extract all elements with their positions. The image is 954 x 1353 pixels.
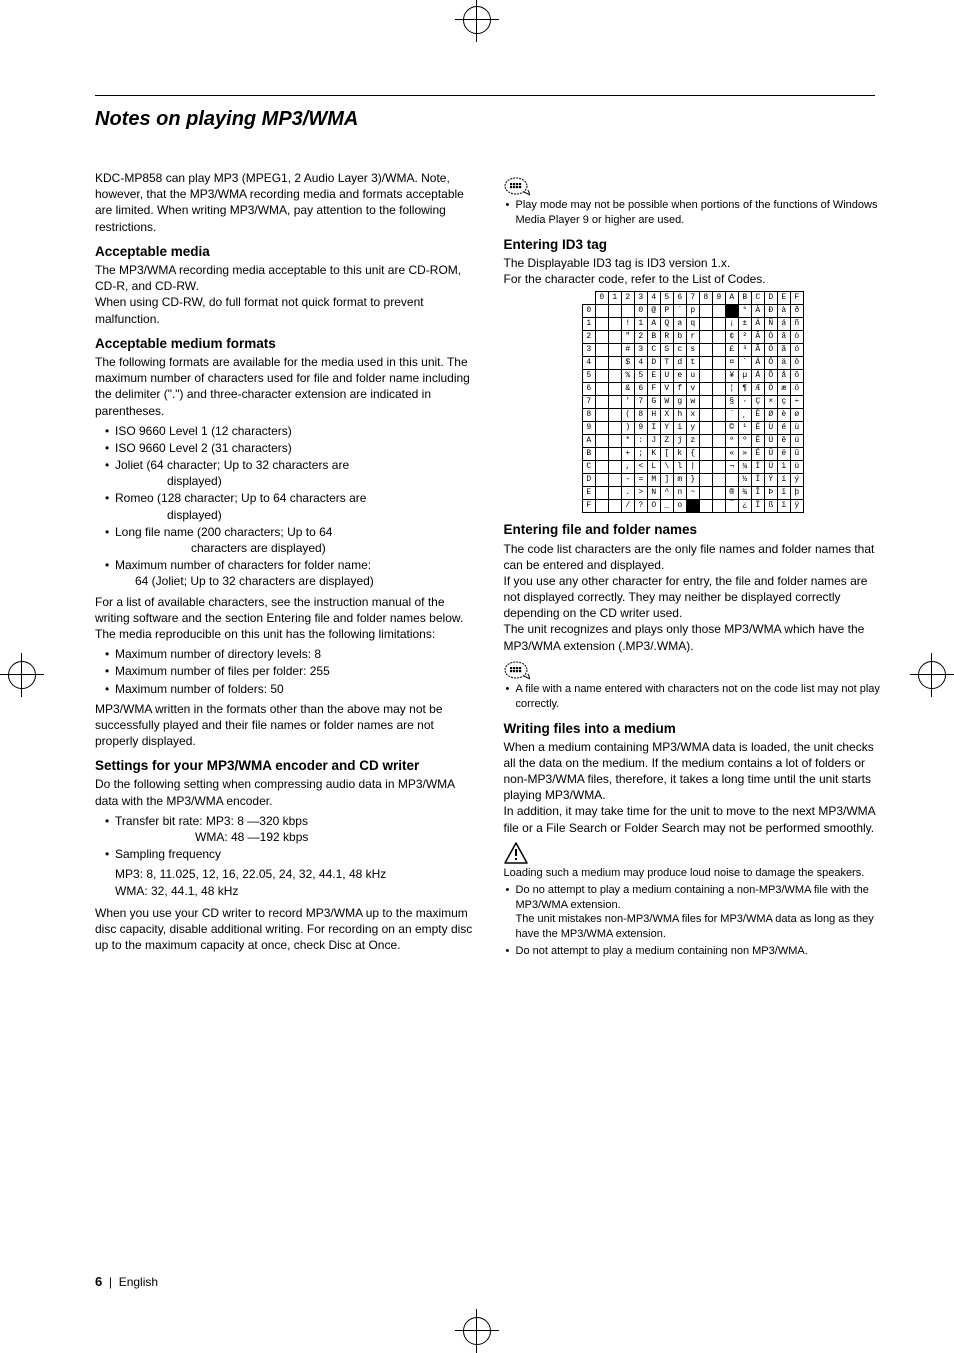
list-item: Maximum number of directory levels: 8	[95, 646, 474, 662]
footer-separator: |	[106, 1275, 119, 1289]
sampling-freq-wma: WMA: 32, 44.1, 48 kHz	[115, 883, 474, 899]
warning-item: Do not attempt to play a medium containi…	[504, 944, 883, 959]
note-list: Play mode may not be possible when porti…	[504, 198, 883, 228]
file-names-paragraph: The code list characters are the only fi…	[504, 541, 883, 654]
list-item: Maximum number of files per folder: 255	[95, 663, 474, 679]
id3-paragraph: The Displayable ID3 tag is ID3 version 1…	[504, 255, 883, 287]
settings-paragraph-2: When you use your CD writer to record MP…	[95, 905, 474, 954]
registration-mark-bottom	[455, 1309, 499, 1353]
note-list: A file with a name entered with characte…	[504, 682, 883, 712]
page-number: 6	[95, 1274, 102, 1289]
list-item: Maximum number of folders: 50	[95, 681, 474, 697]
formats-paragraph-2: For a list of available characters, see …	[95, 594, 474, 643]
sampling-freq-block: MP3: 8, 11.025, 12, 16, 22.05, 24, 32, 4…	[95, 866, 474, 898]
formats-list: ISO 9660 Level 1 (12 characters) ISO 966…	[95, 423, 474, 590]
character-code-table: 0123456789ABCDEF00@P`p°ÀÐàð1!1AQaq¡±ÁÑáñ…	[582, 291, 804, 513]
character-code-table-wrap: 0123456789ABCDEF00@P`p°ÀÐàð1!1AQaq¡±ÁÑáñ…	[504, 291, 883, 513]
list-item: Romeo (128 character; Up to 64 character…	[95, 490, 474, 522]
warning-paragraph: Loading such a medium may produce loud n…	[504, 866, 883, 881]
settings-list: Transfer bit rate: MP3: 8 —320 kbpsWMA: …	[95, 813, 474, 863]
heading-file-names: Entering file and folder names	[504, 521, 883, 539]
list-item-text: Long file name (200 characters; Up to 64	[115, 525, 332, 539]
left-column: KDC-MP858 can play MP3 (MPEG1, 2 Audio L…	[95, 170, 474, 961]
page-footer: 6 | English	[95, 1273, 158, 1291]
list-item: Transfer bit rate: MP3: 8 —320 kbpsWMA: …	[95, 813, 474, 845]
list-item-continuation: WMA: 48 —192 kbps	[115, 829, 474, 845]
page-title: Notes on playing MP3/WMA	[95, 106, 358, 133]
writing-paragraph: When a medium containing MP3/WMA data is…	[504, 739, 883, 836]
heading-acceptable-formats: Acceptable medium formats	[95, 335, 474, 353]
heading-encoder-settings: Settings for your MP3/WMA encoder and CD…	[95, 757, 474, 775]
list-item: Joliet (64 character; Up to 32 character…	[95, 457, 474, 489]
registration-mark-top	[455, 0, 499, 42]
note-item: Play mode may not be possible when porti…	[504, 198, 883, 228]
list-item-continuation: 64 (Joliet; Up to 32 characters are disp…	[115, 573, 474, 589]
note-icon	[504, 660, 883, 680]
right-column: Play mode may not be possible when porti…	[504, 170, 883, 961]
formats-paragraph-3: MP3/WMA written in the formats other tha…	[95, 701, 474, 750]
content-columns: KDC-MP858 can play MP3 (MPEG1, 2 Audio L…	[95, 170, 882, 961]
list-item: Maximum number of characters for folder …	[95, 557, 474, 589]
sampling-freq-mp3: MP3: 8, 11.025, 12, 16, 22.05, 24, 32, 4…	[115, 866, 474, 882]
heading-id3: Entering ID3 tag	[504, 236, 883, 254]
acceptable-media-paragraph: The MP3/WMA recording media acceptable t…	[95, 262, 474, 327]
limits-list: Maximum number of directory levels: 8 Ma…	[95, 646, 474, 697]
list-item-continuation: displayed)	[115, 507, 474, 523]
list-item: Long file name (200 characters; Up to 64…	[95, 524, 474, 556]
registration-mark-right	[910, 653, 954, 697]
note-item: A file with a name entered with characte…	[504, 682, 883, 712]
warning-list: Do no attempt to play a medium containin…	[504, 883, 883, 959]
heading-writing-files: Writing files into a medium	[504, 720, 883, 738]
list-item: ISO 9660 Level 2 (31 characters)	[95, 440, 474, 456]
list-item-text: Transfer bit rate: MP3: 8 —320 kbps	[115, 814, 308, 828]
warning-item: Do no attempt to play a medium containin…	[504, 883, 883, 942]
list-item-text: ISO 9660 Level 2 (31 characters)	[115, 441, 292, 455]
list-item-text: ISO 9660 Level 1 (12 characters)	[115, 424, 292, 438]
note-icon	[504, 176, 883, 196]
settings-paragraph: Do the following setting when compressin…	[95, 776, 474, 808]
warning-icon	[504, 842, 883, 864]
list-item-continuation: displayed)	[115, 473, 474, 489]
list-item-text: Romeo (128 character; Up to 64 character…	[115, 491, 366, 505]
heading-acceptable-media: Acceptable media	[95, 243, 474, 261]
list-item: ISO 9660 Level 1 (12 characters)	[95, 423, 474, 439]
page-language: English	[119, 1275, 158, 1289]
list-item-continuation: characters are displayed)	[115, 540, 474, 556]
list-item-text: Maximum number of characters for folder …	[115, 558, 371, 572]
title-rule	[95, 95, 875, 96]
registration-mark-left	[0, 653, 44, 697]
formats-paragraph: The following formats are available for …	[95, 354, 474, 419]
list-item-text: Joliet (64 character; Up to 32 character…	[115, 458, 349, 472]
page: Notes on playing MP3/WMA KDC-MP858 can p…	[0, 0, 954, 1351]
list-item: Sampling frequency	[95, 846, 474, 862]
list-item-text: Sampling frequency	[115, 847, 221, 861]
intro-paragraph: KDC-MP858 can play MP3 (MPEG1, 2 Audio L…	[95, 170, 474, 235]
